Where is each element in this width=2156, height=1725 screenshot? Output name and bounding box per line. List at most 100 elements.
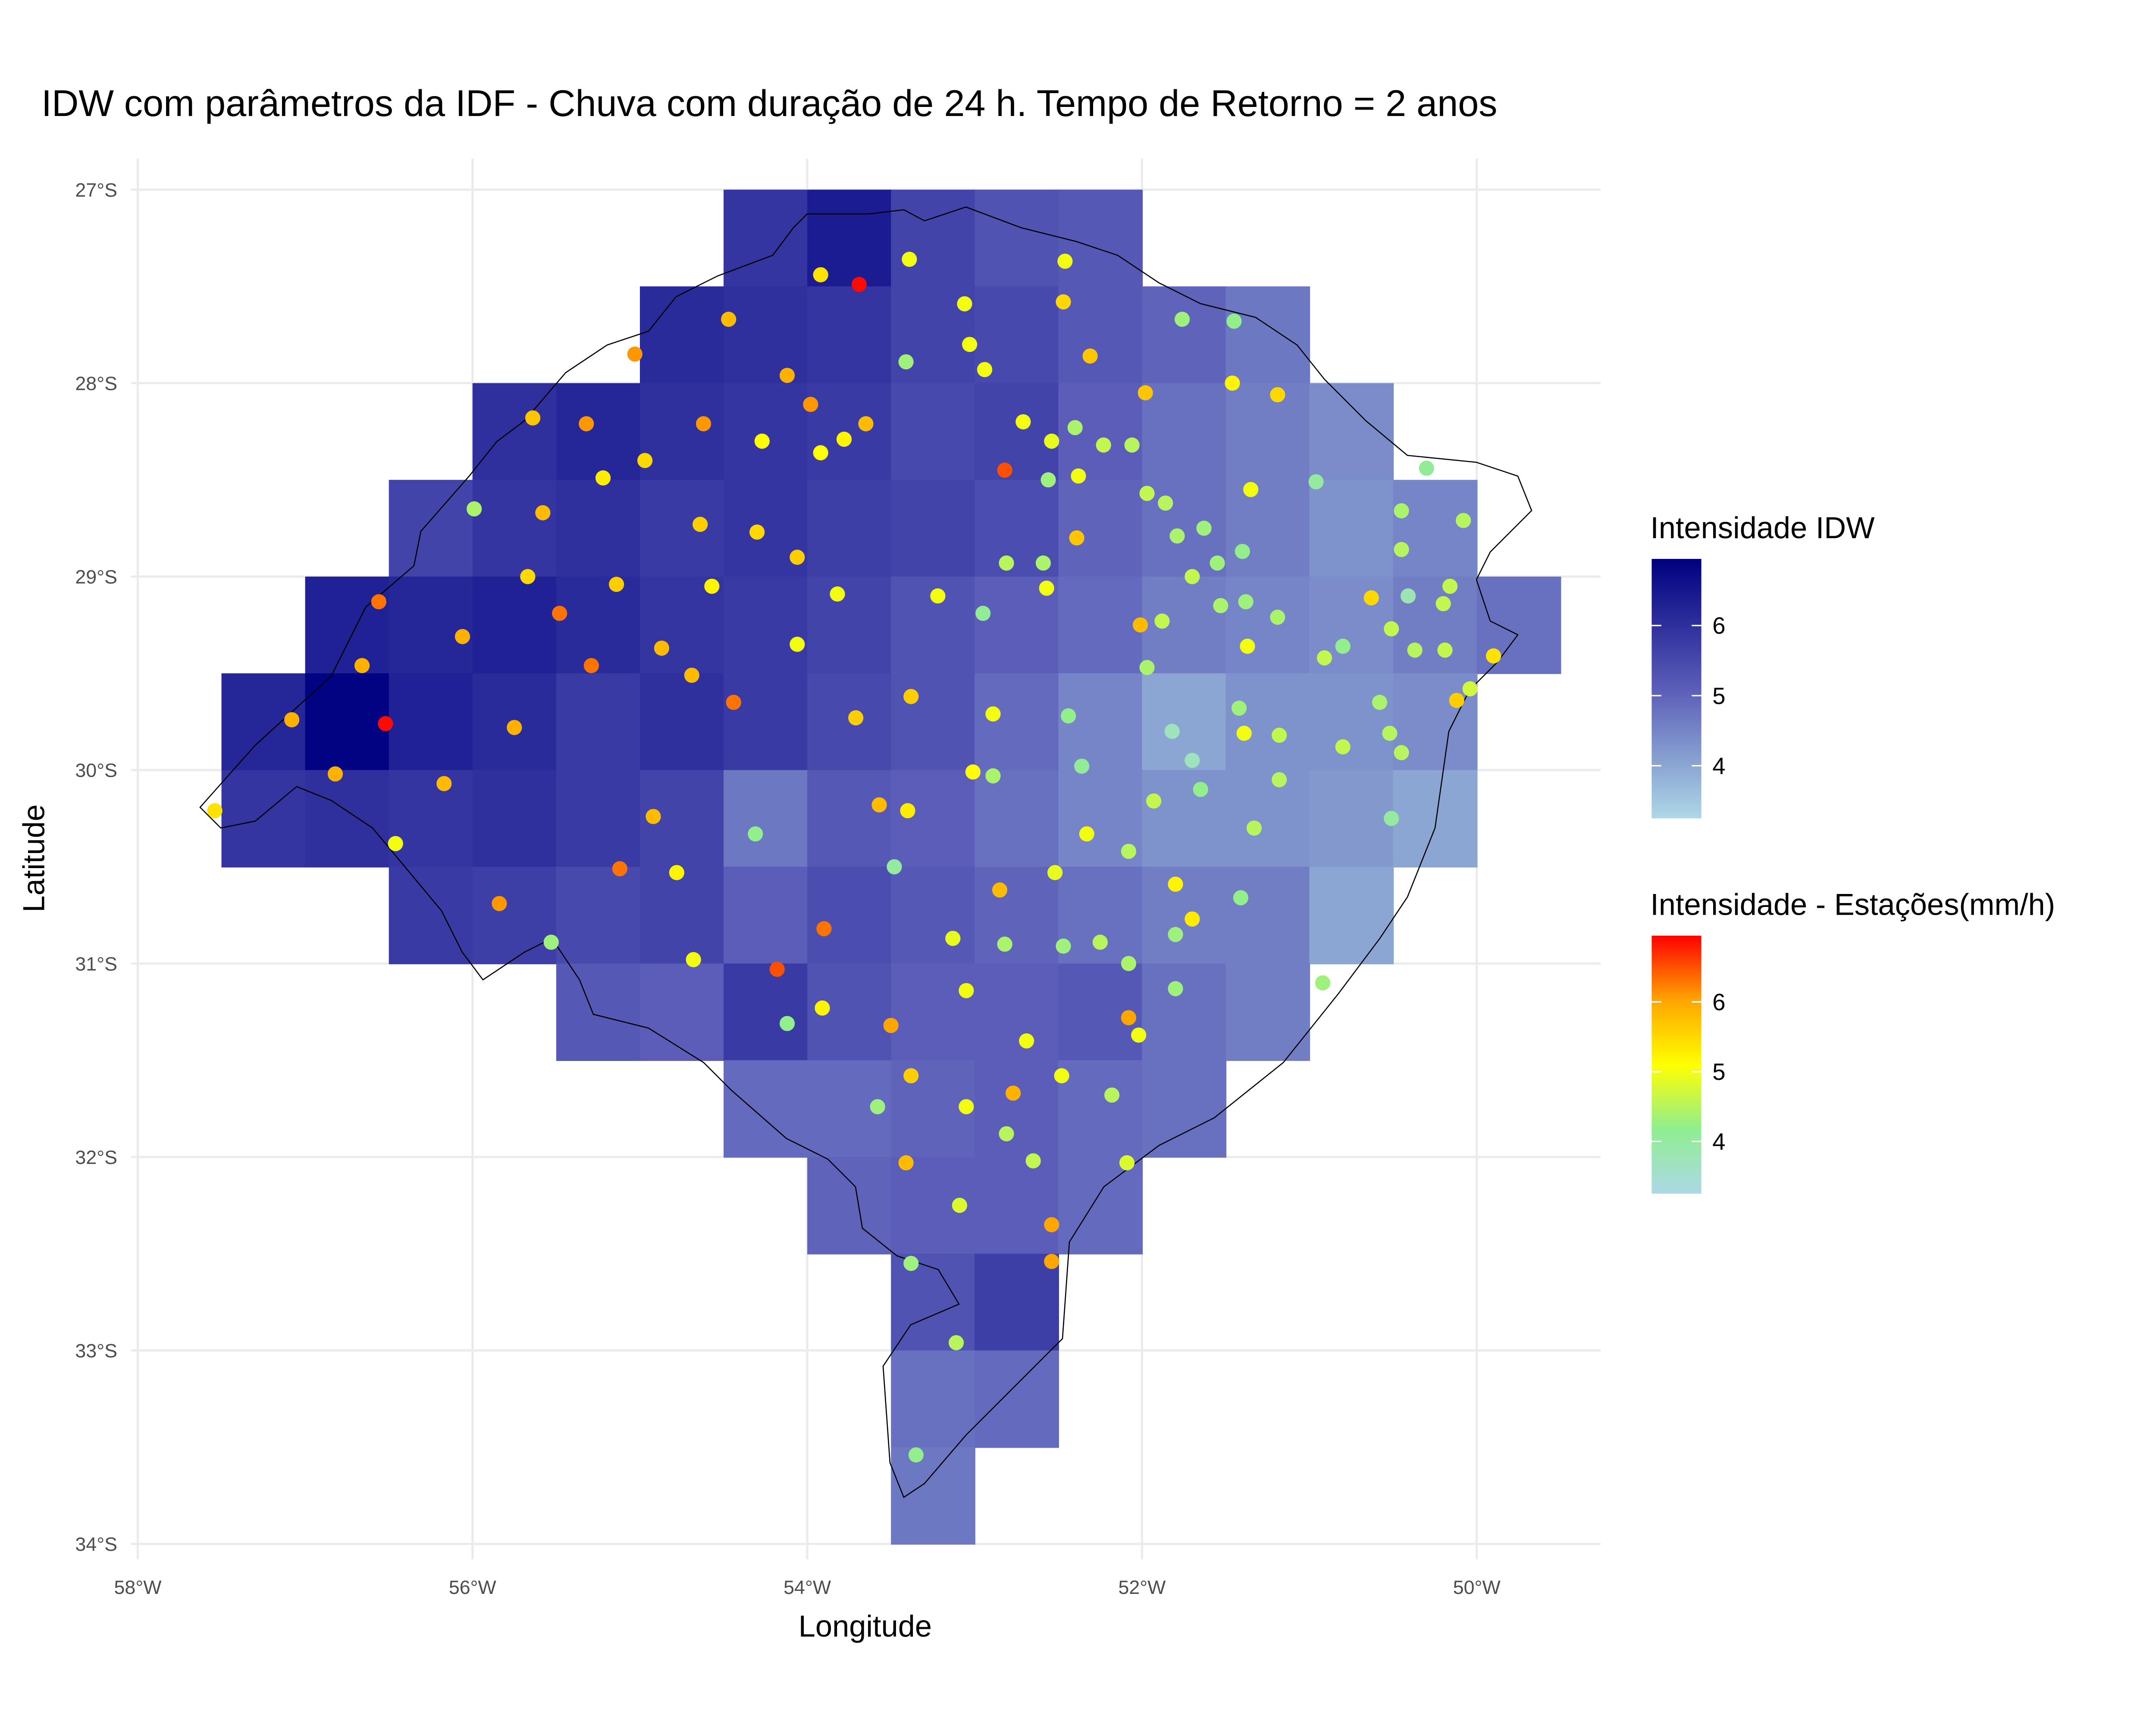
raster-cell bbox=[807, 480, 892, 577]
station-point bbox=[1238, 594, 1253, 609]
station-point bbox=[992, 882, 1008, 898]
x-tick-label: 56°W bbox=[449, 1577, 497, 1598]
station-point bbox=[790, 549, 805, 565]
station-point bbox=[327, 766, 343, 782]
station-point bbox=[1236, 725, 1252, 741]
raster-cell bbox=[807, 286, 892, 384]
station-point bbox=[1175, 311, 1190, 327]
x-tick-label: 50°W bbox=[1453, 1577, 1501, 1598]
station-point bbox=[883, 1018, 899, 1033]
station-point bbox=[1435, 596, 1451, 612]
y-tick-label: 28°S bbox=[75, 373, 117, 394]
station-point bbox=[1104, 1087, 1120, 1103]
station-point bbox=[858, 416, 874, 432]
raster-cell bbox=[975, 963, 1059, 1061]
station-point bbox=[693, 517, 708, 532]
station-point bbox=[748, 826, 763, 842]
station-point bbox=[1124, 437, 1140, 453]
station-point bbox=[378, 716, 393, 731]
station-point bbox=[1121, 844, 1137, 859]
raster-cell bbox=[639, 866, 724, 964]
station-point bbox=[1394, 745, 1409, 760]
station-point bbox=[1035, 555, 1051, 571]
raster-cell bbox=[975, 189, 1059, 287]
station-point bbox=[836, 431, 852, 447]
raster-cell bbox=[1225, 577, 1310, 674]
raster-cell bbox=[1309, 480, 1394, 577]
raster-cell bbox=[1225, 770, 1310, 868]
station-point bbox=[949, 1335, 964, 1351]
station-point bbox=[803, 397, 818, 412]
station-point bbox=[1226, 314, 1242, 329]
raster-cell bbox=[1309, 673, 1394, 771]
x-tick-label: 54°W bbox=[783, 1577, 831, 1598]
raster-cell bbox=[1225, 286, 1310, 384]
raster-cell bbox=[807, 866, 892, 964]
station-point bbox=[1079, 826, 1094, 842]
station-point bbox=[1074, 759, 1090, 774]
station-point bbox=[1164, 724, 1180, 739]
raster-cell bbox=[975, 1157, 1059, 1255]
raster-cell bbox=[1225, 866, 1310, 964]
station-point bbox=[985, 768, 1001, 784]
legend: 4 5 6 4 5 6 bbox=[1651, 613, 1725, 1155]
raster-cell bbox=[1225, 480, 1310, 577]
raster-cell bbox=[1058, 286, 1143, 384]
station-point bbox=[965, 764, 981, 780]
station-point bbox=[1071, 468, 1086, 484]
station-point bbox=[371, 594, 387, 609]
station-point bbox=[1196, 521, 1212, 536]
colorbar bbox=[1651, 935, 1702, 1194]
station-point bbox=[1384, 621, 1399, 637]
station-point bbox=[1168, 981, 1183, 997]
station-point bbox=[595, 470, 611, 486]
raster-cell bbox=[1142, 383, 1227, 481]
station-point bbox=[1121, 1010, 1137, 1026]
raster-cell bbox=[305, 770, 390, 868]
y-axis-title: Latitude bbox=[16, 804, 50, 912]
raster-cell bbox=[1309, 866, 1394, 964]
station-point bbox=[1138, 385, 1153, 401]
raster-cell bbox=[1142, 577, 1227, 674]
legend-tick-label: 6 bbox=[1712, 613, 1725, 639]
station-point bbox=[1456, 513, 1471, 528]
station-point bbox=[1316, 650, 1332, 666]
station-point bbox=[779, 1016, 795, 1031]
station-point bbox=[1119, 1155, 1135, 1170]
station-point bbox=[467, 501, 482, 517]
station-point bbox=[851, 277, 867, 292]
raster-cell bbox=[1309, 770, 1394, 868]
raster-cell bbox=[891, 383, 975, 481]
station-point bbox=[1185, 911, 1200, 927]
raster-cell bbox=[639, 963, 724, 1061]
station-point bbox=[1015, 414, 1031, 430]
station-point bbox=[1158, 495, 1173, 511]
station-point bbox=[1246, 820, 1262, 836]
legend-tick-label: 5 bbox=[1712, 1059, 1725, 1085]
station-point bbox=[1044, 1217, 1059, 1233]
station-point bbox=[1185, 569, 1200, 584]
station-point bbox=[900, 803, 915, 819]
station-point bbox=[684, 668, 699, 683]
raster-cell bbox=[891, 1254, 975, 1352]
station-point bbox=[1213, 598, 1228, 613]
station-point bbox=[903, 689, 919, 704]
station-point bbox=[749, 524, 765, 540]
station-point bbox=[1039, 580, 1054, 596]
station-point bbox=[1225, 375, 1240, 391]
station-point bbox=[1308, 474, 1324, 489]
station-point bbox=[1240, 638, 1255, 654]
station-point bbox=[790, 637, 805, 652]
station-point bbox=[1056, 294, 1071, 310]
station-point bbox=[1069, 530, 1084, 546]
station-point bbox=[1270, 609, 1285, 625]
station-point bbox=[1061, 708, 1076, 724]
raster-cell bbox=[975, 383, 1059, 481]
station-point bbox=[1146, 793, 1162, 809]
raster-cell bbox=[807, 673, 892, 771]
station-point bbox=[1154, 613, 1170, 629]
raster-cell bbox=[724, 577, 808, 674]
station-point bbox=[354, 658, 370, 673]
raster-cell bbox=[891, 1350, 975, 1448]
station-point bbox=[1082, 348, 1098, 364]
